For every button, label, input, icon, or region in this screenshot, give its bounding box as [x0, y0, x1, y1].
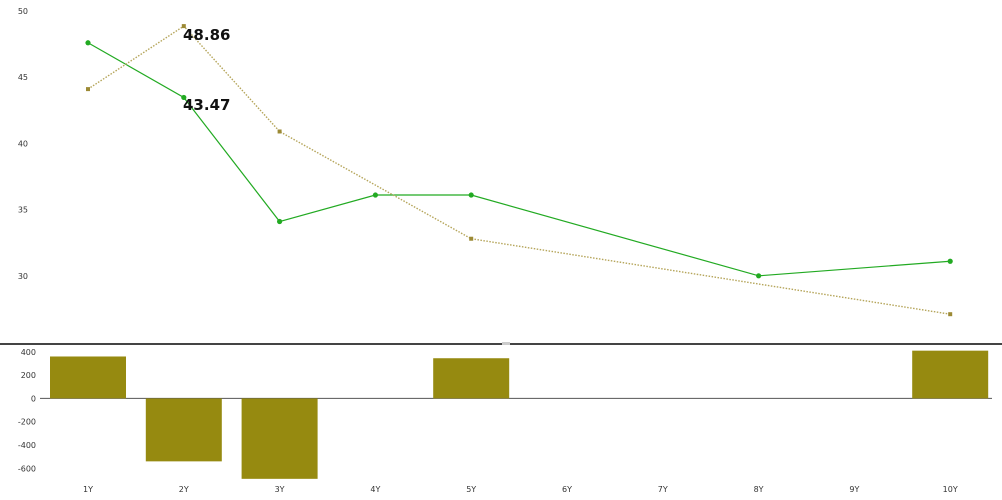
- panel-divider: [0, 342, 1002, 345]
- bar-3Y: [241, 398, 318, 479]
- data-point: [181, 94, 187, 101]
- data-point: [948, 312, 953, 317]
- line-chart-series: [87, 25, 951, 315]
- line-chart-y-axis: 30 35 40 45 50: [18, 7, 28, 281]
- data-point: [947, 258, 953, 264]
- x-tick-label: 2Y: [179, 485, 189, 494]
- data-point: [469, 236, 474, 241]
- data-point: [181, 24, 186, 29]
- line-chart-markers: [85, 24, 953, 317]
- x-tick-label: 8Y: [754, 485, 764, 494]
- y-tick-label: 200: [21, 371, 36, 380]
- y-tick-label: 400: [21, 348, 36, 357]
- x-tick-label: 3Y: [275, 485, 285, 494]
- y-tick-label: 0: [31, 394, 36, 403]
- x-tick-label: 1Y: [83, 485, 93, 494]
- x-tick-label: 6Y: [562, 485, 572, 494]
- bar-1Y: [50, 356, 126, 399]
- data-point: [756, 273, 762, 279]
- series-line-2: [87, 25, 951, 315]
- data-point: [372, 192, 378, 198]
- y-tick-label: -200: [18, 418, 36, 427]
- splitter-handle: [502, 342, 510, 345]
- y-tick-label: -400: [18, 441, 36, 450]
- y-tick-label: 40: [18, 139, 28, 148]
- data-point: [468, 192, 474, 198]
- series-line-1: [87, 42, 951, 277]
- x-tick-label: 9Y: [849, 485, 859, 494]
- annotation-label-upper: 48.86: [183, 26, 230, 44]
- bar-2Y: [145, 398, 222, 462]
- data-point: [86, 87, 90, 92]
- bar-chart-bars: [50, 350, 989, 479]
- y-tick-label: -600: [18, 464, 36, 473]
- y-tick-label: 35: [18, 206, 28, 215]
- y-tick-label: 50: [18, 7, 28, 16]
- x-axis-labels: 1Y 2Y 3Y 4Y 5Y 6Y 7Y 8Y 9Y 10Y: [83, 485, 958, 494]
- bar-10Y: [912, 350, 989, 399]
- data-point: [277, 129, 282, 134]
- data-point: [85, 40, 91, 46]
- x-tick-label: 4Y: [370, 485, 380, 494]
- x-tick-label: 7Y: [658, 485, 668, 494]
- bar-5Y: [433, 358, 510, 399]
- x-tick-label: 5Y: [466, 485, 476, 494]
- y-tick-label: 30: [18, 272, 28, 281]
- line-chart-annotations: 48.86 43.47: [183, 26, 230, 114]
- annotation-label-lower: 43.47: [183, 96, 230, 114]
- data-point: [277, 218, 283, 225]
- x-tick-label: 10Y: [943, 485, 958, 494]
- y-tick-label: 45: [18, 73, 28, 82]
